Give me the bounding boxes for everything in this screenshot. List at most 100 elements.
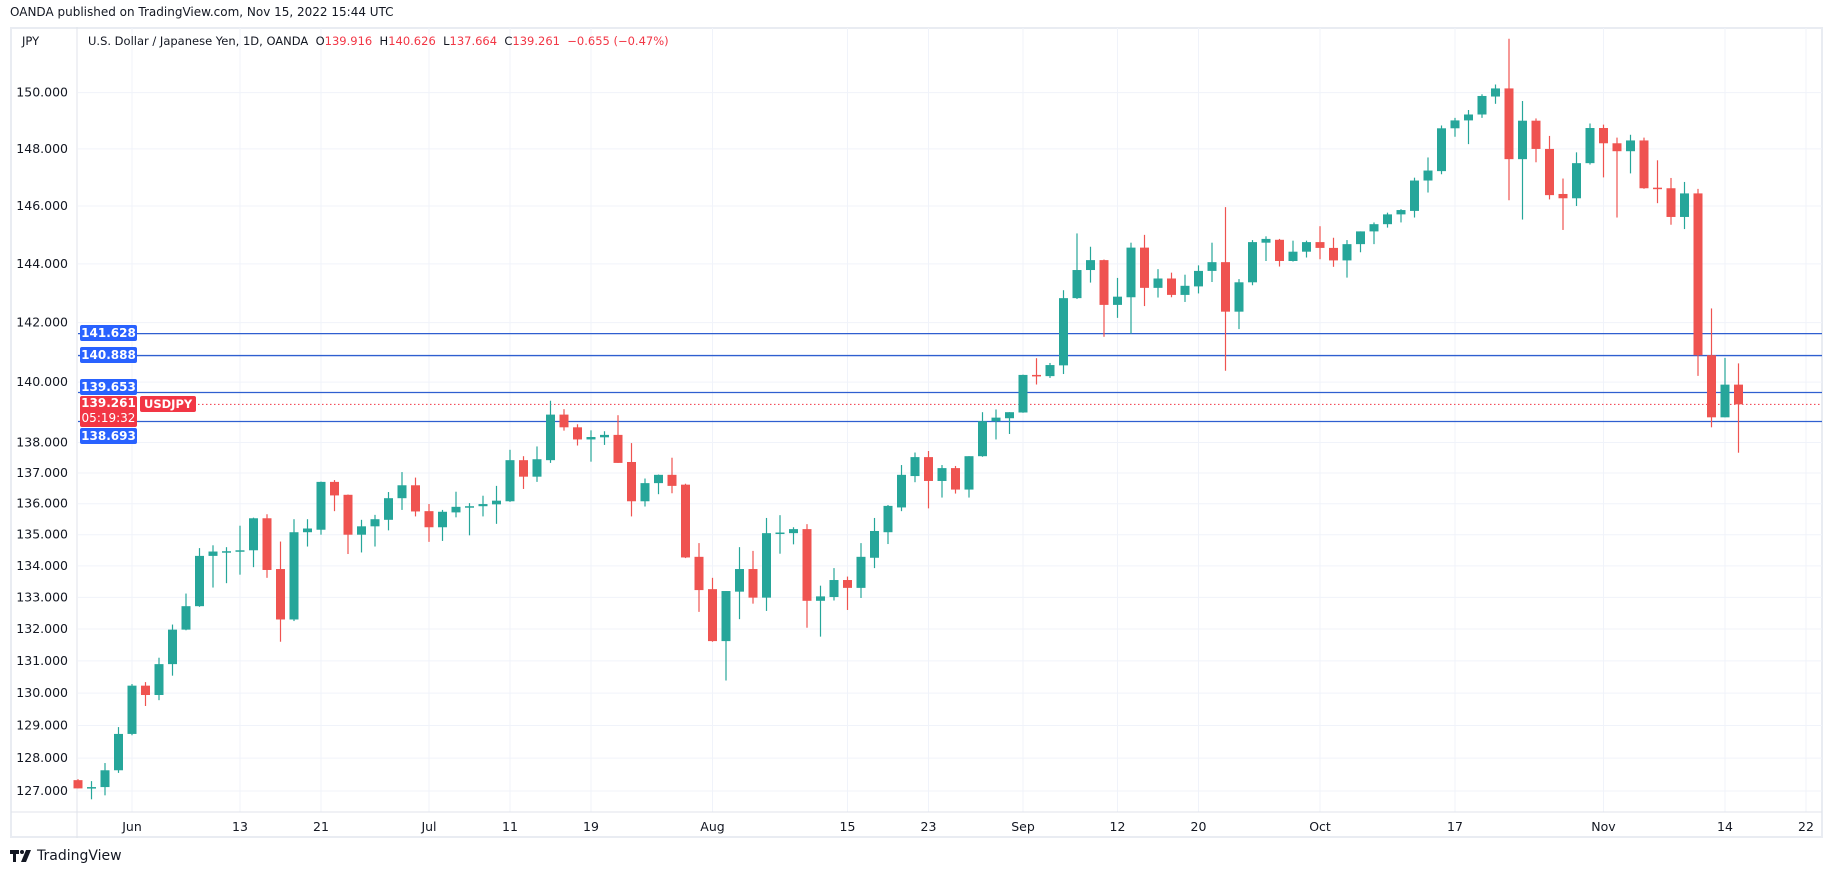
candle[interactable]: [478, 495, 488, 517]
candle[interactable]: [802, 524, 812, 628]
level-badge-139653[interactable]: 139.653: [80, 379, 137, 395]
candle[interactable]: [1504, 38, 1514, 201]
candle[interactable]: [1099, 259, 1109, 337]
candle[interactable]: [1113, 277, 1122, 318]
candle[interactable]: [897, 465, 906, 512]
candle[interactable]: [505, 449, 515, 502]
candle[interactable]: [1302, 240, 1311, 258]
candle[interactable]: [370, 514, 380, 547]
candle[interactable]: [262, 514, 272, 578]
candle[interactable]: [1410, 177, 1419, 218]
candle[interactable]: [330, 480, 339, 512]
candle[interactable]: [721, 591, 731, 681]
candle[interactable]: [1248, 240, 1257, 286]
candle[interactable]: [532, 446, 542, 482]
tradingview-logo[interactable]: TradingView: [10, 848, 122, 864]
candle[interactable]: [1234, 279, 1244, 330]
candle[interactable]: [1477, 94, 1487, 118]
candle[interactable]: [1167, 272, 1176, 298]
candle[interactable]: [1450, 117, 1460, 137]
candle[interactable]: [1005, 412, 1014, 434]
candle[interactable]: [748, 550, 758, 604]
candle[interactable]: [1315, 226, 1325, 260]
candle[interactable]: [1639, 137, 1649, 189]
candle[interactable]: [276, 541, 285, 642]
candle[interactable]: [937, 465, 947, 498]
candle[interactable]: [735, 547, 744, 620]
candle[interactable]: [384, 492, 393, 531]
candle[interactable]: [1140, 234, 1149, 307]
candle[interactable]: [1288, 240, 1298, 262]
candle[interactable]: [87, 781, 96, 800]
candle[interactable]: [843, 576, 852, 610]
candle[interactable]: [1612, 137, 1622, 218]
candle[interactable]: [1329, 237, 1338, 267]
candle[interactable]: [856, 543, 866, 598]
candle[interactable]: [1396, 209, 1406, 223]
candle[interactable]: [1072, 233, 1082, 300]
candle[interactable]: [978, 412, 987, 457]
candle[interactable]: [883, 504, 893, 545]
candle[interactable]: [546, 400, 555, 463]
candle[interactable]: [1437, 125, 1446, 175]
candle[interactable]: [303, 519, 312, 547]
candle[interactable]: [1666, 177, 1676, 225]
candle[interactable]: [1275, 238, 1284, 267]
candle[interactable]: [1018, 374, 1028, 413]
candle[interactable]: [775, 515, 785, 554]
candle[interactable]: [397, 472, 407, 510]
price-axis[interactable]: 150.000 148.000 146.000 144.000 142.000 140.0…: [16, 85, 68, 798]
candle[interactable]: [681, 483, 690, 559]
candle[interactable]: [141, 682, 150, 706]
candle[interactable]: [316, 481, 326, 535]
candle[interactable]: [1086, 246, 1095, 283]
candle[interactable]: [168, 624, 177, 676]
candle[interactable]: [1572, 152, 1581, 207]
level-badge-138693[interactable]: 138.693: [80, 428, 137, 444]
candle[interactable]: [1545, 135, 1554, 200]
candle[interactable]: [1369, 222, 1379, 245]
candle[interactable]: [465, 503, 474, 536]
candle[interactable]: [1383, 212, 1392, 228]
candle[interactable]: [114, 727, 123, 773]
candle[interactable]: [289, 519, 299, 622]
candle[interactable]: [1720, 357, 1730, 418]
candle[interactable]: [451, 491, 461, 518]
candle[interactable]: [694, 543, 704, 612]
candle[interactable]: [1531, 118, 1541, 163]
candle[interactable]: [613, 415, 623, 463]
candle[interactable]: [1653, 160, 1662, 204]
candle[interactable]: [73, 779, 83, 789]
candle[interactable]: [1153, 269, 1163, 298]
candle[interactable]: [1558, 178, 1568, 230]
candle[interactable]: [600, 431, 609, 445]
candle[interactable]: [1059, 290, 1068, 375]
horizontal-levels[interactable]: [78, 332, 1822, 423]
candle[interactable]: [1207, 242, 1217, 283]
candle[interactable]: [586, 430, 596, 462]
candle[interactable]: [991, 409, 1001, 440]
candle[interactable]: [235, 525, 245, 575]
candle[interactable]: [1356, 231, 1365, 253]
candle[interactable]: [1680, 181, 1689, 230]
candle[interactable]: [1626, 134, 1635, 174]
candle[interactable]: [1045, 362, 1055, 378]
candle[interactable]: [1221, 207, 1230, 371]
candle[interactable]: [1464, 109, 1473, 145]
time-axis[interactable]: Jun 13 21 Jul 11 19 Aug 15 23 Sep 12 20 Oct 17 Nov 14 22: [121, 819, 1814, 834]
candle[interactable]: [1707, 308, 1716, 428]
candle[interactable]: [654, 474, 663, 495]
candle[interactable]: [181, 593, 191, 631]
candle[interactable]: [559, 409, 569, 431]
candle[interactable]: [708, 577, 717, 642]
candle[interactable]: [1423, 157, 1433, 193]
candle[interactable]: [1261, 236, 1271, 261]
candle[interactable]: [829, 568, 839, 601]
candle[interactable]: [424, 504, 434, 542]
candle[interactable]: [870, 517, 879, 569]
candle[interactable]: [964, 456, 974, 498]
candle[interactable]: [492, 485, 501, 524]
candle[interactable]: [789, 527, 798, 545]
candle[interactable]: [667, 457, 677, 494]
